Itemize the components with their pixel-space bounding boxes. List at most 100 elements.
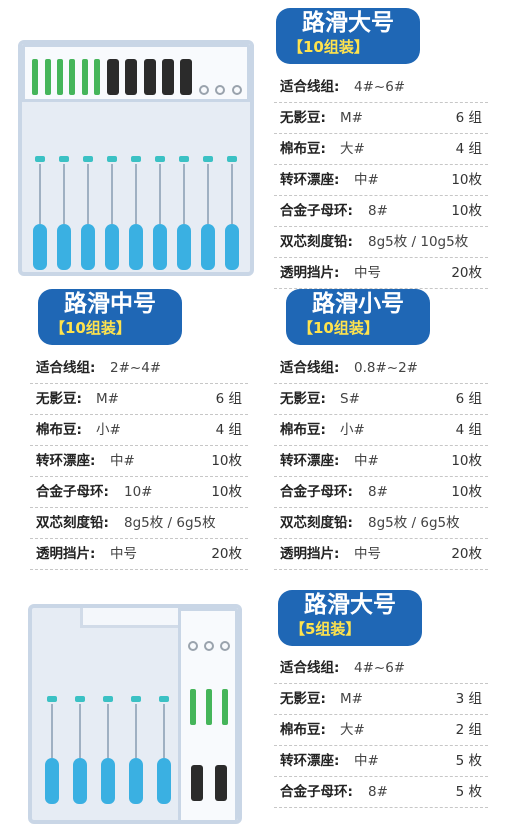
float-seat bbox=[201, 154, 215, 270]
tube-item bbox=[44, 59, 51, 95]
spec-table: 适合线组: 2#~4# 无影豆: M# 6 组 棉布豆: 小# 4 组 转环漂座: 中# 10… bbox=[30, 353, 248, 570]
spec-title-box: 路滑大号 【10组装】 bbox=[276, 8, 420, 64]
row-value: M# bbox=[340, 110, 363, 126]
spec-row: 转环漂座: 中# 10枚 bbox=[274, 446, 488, 477]
accessory-row bbox=[29, 55, 245, 95]
spec-table: 适合线组: 4#~6# 无影豆: M# 6 组 棉布豆: 大# 4 组 转环漂座: 中# 10… bbox=[274, 72, 488, 289]
row-qty: 10枚 bbox=[451, 172, 482, 188]
row-label: 双芯刻度铅: bbox=[280, 234, 353, 250]
row-qty: 4 组 bbox=[455, 422, 482, 438]
row-qty: 5 枚 bbox=[455, 784, 482, 800]
row-qty: 10枚 bbox=[211, 453, 242, 469]
row-qty: 6 组 bbox=[455, 110, 482, 126]
row-label: 无影豆: bbox=[280, 391, 326, 407]
row-value: M# bbox=[96, 391, 119, 407]
spec-row: 无影豆: M# 3 组 bbox=[274, 684, 488, 715]
accessory-column bbox=[185, 761, 233, 801]
sinker-item bbox=[180, 59, 193, 95]
product-box-large-5 bbox=[28, 604, 242, 824]
spec-title: 路滑中号 bbox=[64, 291, 156, 317]
spec-row: 棉布豆: 小# 4 组 bbox=[30, 415, 248, 446]
spec-row: 适合线组: 4#~6# bbox=[274, 653, 488, 684]
spec-row: 透明挡片: 中号 20枚 bbox=[274, 258, 488, 289]
tube-item bbox=[81, 59, 88, 95]
sinker-item bbox=[143, 59, 156, 95]
row-label: 合金子母环: bbox=[280, 484, 353, 500]
spec-row: 棉布豆: 小# 4 组 bbox=[274, 415, 488, 446]
row-label: 双芯刻度铅: bbox=[280, 515, 353, 531]
sinker-item bbox=[191, 765, 203, 801]
row-qty: 5 枚 bbox=[455, 753, 482, 769]
row-label: 透明挡片: bbox=[36, 546, 96, 562]
spec-row: 无影豆: M# 6 组 bbox=[30, 384, 248, 415]
spec-row: 转环漂座: 中# 10枚 bbox=[274, 165, 488, 196]
spec-row: 转环漂座: 中# 5 枚 bbox=[274, 746, 488, 777]
ring-item bbox=[215, 85, 226, 95]
ring-item bbox=[220, 641, 230, 651]
float-seat bbox=[129, 154, 143, 270]
tube-item bbox=[94, 59, 101, 95]
tube-item bbox=[32, 59, 39, 95]
row-qty: 4 组 bbox=[215, 422, 242, 438]
row-value: 8g5枚 / 6g5枚 bbox=[368, 515, 460, 531]
row-label: 棉布豆: bbox=[280, 141, 326, 157]
row-label: 棉布豆: bbox=[36, 422, 82, 438]
row-value: S# bbox=[340, 391, 360, 407]
row-qty: 10枚 bbox=[451, 203, 482, 219]
float-seat bbox=[73, 694, 87, 804]
spec-title-box: 路滑中号 【10组装】 bbox=[38, 289, 182, 345]
spec-row: 合金子母环: 10# 10枚 bbox=[30, 477, 248, 508]
row-qty: 6 组 bbox=[215, 391, 242, 407]
spec-row: 适合线组: 2#~4# bbox=[30, 353, 248, 384]
spec-row: 棉布豆: 大# 2 组 bbox=[274, 715, 488, 746]
sinker-item bbox=[162, 59, 174, 95]
row-value: 小# bbox=[340, 422, 365, 438]
sinker-item bbox=[215, 765, 227, 801]
row-value: 小# bbox=[96, 422, 121, 438]
row-label: 合金子母环: bbox=[280, 784, 353, 800]
row-label: 棉布豆: bbox=[280, 722, 326, 738]
row-label: 双芯刻度铅: bbox=[36, 515, 109, 531]
row-value: 中# bbox=[354, 753, 379, 769]
row-value: 8# bbox=[368, 784, 388, 800]
tube-item bbox=[69, 59, 76, 95]
row-qty: 2 组 bbox=[455, 722, 482, 738]
row-value: 8# bbox=[368, 484, 388, 500]
row-value: 8# bbox=[368, 203, 388, 219]
sinker-item bbox=[125, 59, 138, 95]
spec-pack: 【10组装】 bbox=[298, 319, 379, 337]
float-rack bbox=[28, 120, 244, 270]
row-label: 转环漂座: bbox=[280, 172, 340, 188]
row-value: 中号 bbox=[354, 546, 381, 562]
float-seat bbox=[81, 154, 95, 270]
row-qty: 6 组 bbox=[455, 391, 482, 407]
float-seat bbox=[129, 694, 143, 804]
row-label: 转环漂座: bbox=[36, 453, 96, 469]
row-value: 中# bbox=[354, 172, 379, 188]
float-seat bbox=[225, 154, 239, 270]
spec-row: 双芯刻度铅: 8g5枚 / 6g5枚 bbox=[30, 508, 248, 539]
spec-pack: 【10组装】 bbox=[50, 319, 131, 337]
spec-title: 路滑大号 bbox=[302, 10, 394, 36]
sinker-item bbox=[106, 59, 119, 95]
tube-item bbox=[190, 689, 196, 725]
ring-item bbox=[198, 85, 209, 95]
accessory-column bbox=[185, 621, 233, 651]
row-qty: 4 组 bbox=[455, 141, 482, 157]
row-value: 8g5枚 / 6g5枚 bbox=[124, 515, 216, 531]
float-seat bbox=[157, 694, 171, 804]
spec-row: 合金子母环: 8# 10枚 bbox=[274, 477, 488, 508]
spec-row: 适合线组: 0.8#~2# bbox=[274, 353, 488, 384]
spec-row: 透明挡片: 中号 20枚 bbox=[274, 539, 488, 570]
row-value: 4#~6# bbox=[354, 79, 406, 95]
row-label: 适合线组: bbox=[280, 79, 340, 95]
float-seat bbox=[105, 154, 119, 270]
spec-title: 路滑大号 bbox=[304, 592, 396, 618]
ring-item bbox=[204, 641, 214, 651]
spec-pack: 【5组装】 bbox=[290, 620, 361, 638]
row-label: 适合线组: bbox=[280, 360, 340, 376]
row-label: 透明挡片: bbox=[280, 265, 340, 281]
row-label: 透明挡片: bbox=[280, 546, 340, 562]
spec-row: 合金子母环: 8# 10枚 bbox=[274, 196, 488, 227]
row-qty: 20枚 bbox=[451, 546, 482, 562]
